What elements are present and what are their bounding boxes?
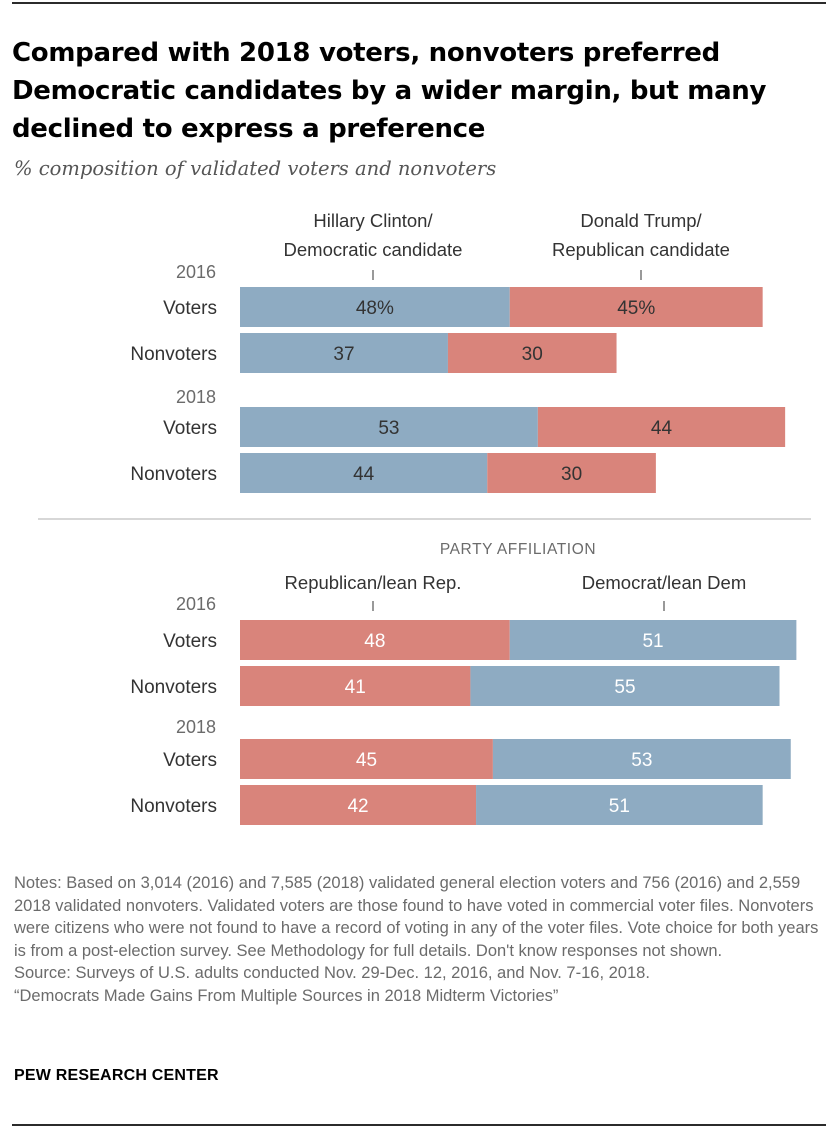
legend-label-1: Hillary Clinton/ [313,210,433,231]
year-label: 2018 [176,717,216,737]
data-label: 53 [378,418,399,439]
legend-label-2: Democrat/lean Dem [582,572,747,593]
row-label: Voters [163,418,217,439]
data-label: 51 [642,631,663,652]
row-label: Voters [163,631,217,652]
source-text: Source: Surveys of U.S. adults conducted… [14,964,650,982]
bar-donald-segment [509,287,763,327]
legend-label-2: Donald Trump/ [580,210,702,231]
data-label: 48 [364,631,385,652]
bar-democrat-segment [476,785,763,825]
row-label: Voters [163,750,217,771]
data-label: 48% [356,298,394,319]
row-label: Nonvoters [130,344,217,365]
row-label: Nonvoters [130,464,217,485]
data-label: 41 [345,677,366,698]
bar-donald-segment [487,453,656,493]
year-label: 2016 [176,262,216,282]
top-rule [12,2,826,4]
legend-label-1: Democratic candidate [284,239,463,260]
row-label: Nonvoters [130,677,217,698]
data-label: 53 [631,750,652,771]
bar-republican-segment [240,620,510,660]
data-label: 30 [522,344,543,365]
row-label: Voters [163,298,217,319]
bar-republican-segment [240,785,477,825]
panel-heading: PARTY AFFILIATION [440,541,596,558]
data-label: 51 [609,796,630,817]
notes-block: Notes: Based on 3,014 (2016) and 7,585 (… [14,872,826,1007]
chart-subtitle: % composition of validated voters and no… [14,157,497,180]
pew-logo-text: PEW RESEARCH CENTER [14,1067,219,1084]
legend-label-2: Republican candidate [552,239,730,260]
bottom-rule [12,1124,826,1126]
charts-canvas: Hillary Clinton/Democratic candidate Dona… [38,210,811,825]
bar-donald-segment [447,333,617,373]
data-label: 42 [347,796,368,817]
bar-hillary-segment [240,407,538,447]
year-label: 2018 [176,387,216,407]
row-label: Nonvoters [130,796,217,817]
year-label: 2016 [176,594,216,614]
data-label: 55 [614,677,635,698]
bar-democrat-segment [509,620,797,660]
chart-title: Compared with 2018 voters, nonvoters pre… [12,38,767,144]
notes-text: Notes: Based on 3,014 (2016) and 7,585 (… [14,874,819,960]
bar-democrat-segment [470,666,780,706]
bar-hillary-segment [240,333,448,373]
data-label: 45 [356,750,377,771]
bar-hillary-segment [240,287,510,327]
data-label: 37 [333,344,354,365]
data-label: 45% [617,298,655,319]
data-label: 30 [561,464,582,485]
bar-democrat-segment [492,739,791,779]
data-label: 44 [651,418,673,439]
bar-hillary-segment [240,453,488,493]
data-label: 44 [353,464,375,485]
bar-republican-segment [240,739,493,779]
bar-republican-segment [240,666,471,706]
legend-label-1: Republican/lean Rep. [285,572,462,593]
bar-donald-segment [537,407,786,447]
report-title-text: “Democrats Made Gains From Multiple Sour… [14,986,559,1005]
